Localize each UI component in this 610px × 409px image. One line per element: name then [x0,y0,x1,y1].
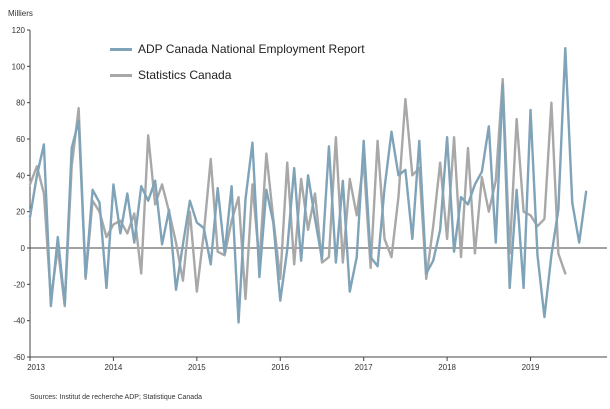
y-tick-label: 0 [21,244,26,253]
legend: ADP Canada National Employment Report St… [110,36,365,88]
legend-item-adp: ADP Canada National Employment Report [110,36,365,62]
legend-swatch-statcan [110,73,132,77]
y-tick-label: -40 [13,317,25,326]
x-tick-label: 2013 [27,363,45,372]
series-line-statcan [28,77,567,308]
x-tick-label: 2017 [355,363,373,372]
y-tick-label: 100 [12,62,26,71]
x-tick-label: 2019 [522,363,540,372]
y-tick-label: 20 [16,208,25,217]
x-tick-label: 2016 [271,363,289,372]
x-tick-label: 2015 [188,363,206,372]
y-tick-label: 80 [16,99,25,108]
y-tick-label: -60 [13,353,25,362]
source-note: Sources: Institut de recherche ADP; Stat… [30,394,202,401]
legend-label-statcan: Statistics Canada [138,68,232,82]
legend-label-adp: ADP Canada National Employment Report [138,42,365,56]
legend-item-statcan: Statistics Canada [110,62,365,88]
series-line-adp [28,46,588,324]
y-tick-label: 120 [12,26,26,35]
series-lines [28,46,588,324]
tick-labels: -60 -40 -20 0 20 40 60 80 100 120 2013 2014 2015 2016… [12,26,540,372]
y-tick-label: -20 [13,280,25,289]
x-tick-label: 2014 [105,363,123,372]
y-unit-label: Milliers [8,9,33,18]
y-tick-label: 40 [16,171,25,180]
x-tick-label: 2018 [438,363,456,372]
y-tick-label: 60 [16,135,25,144]
legend-swatch-adp [110,47,132,51]
